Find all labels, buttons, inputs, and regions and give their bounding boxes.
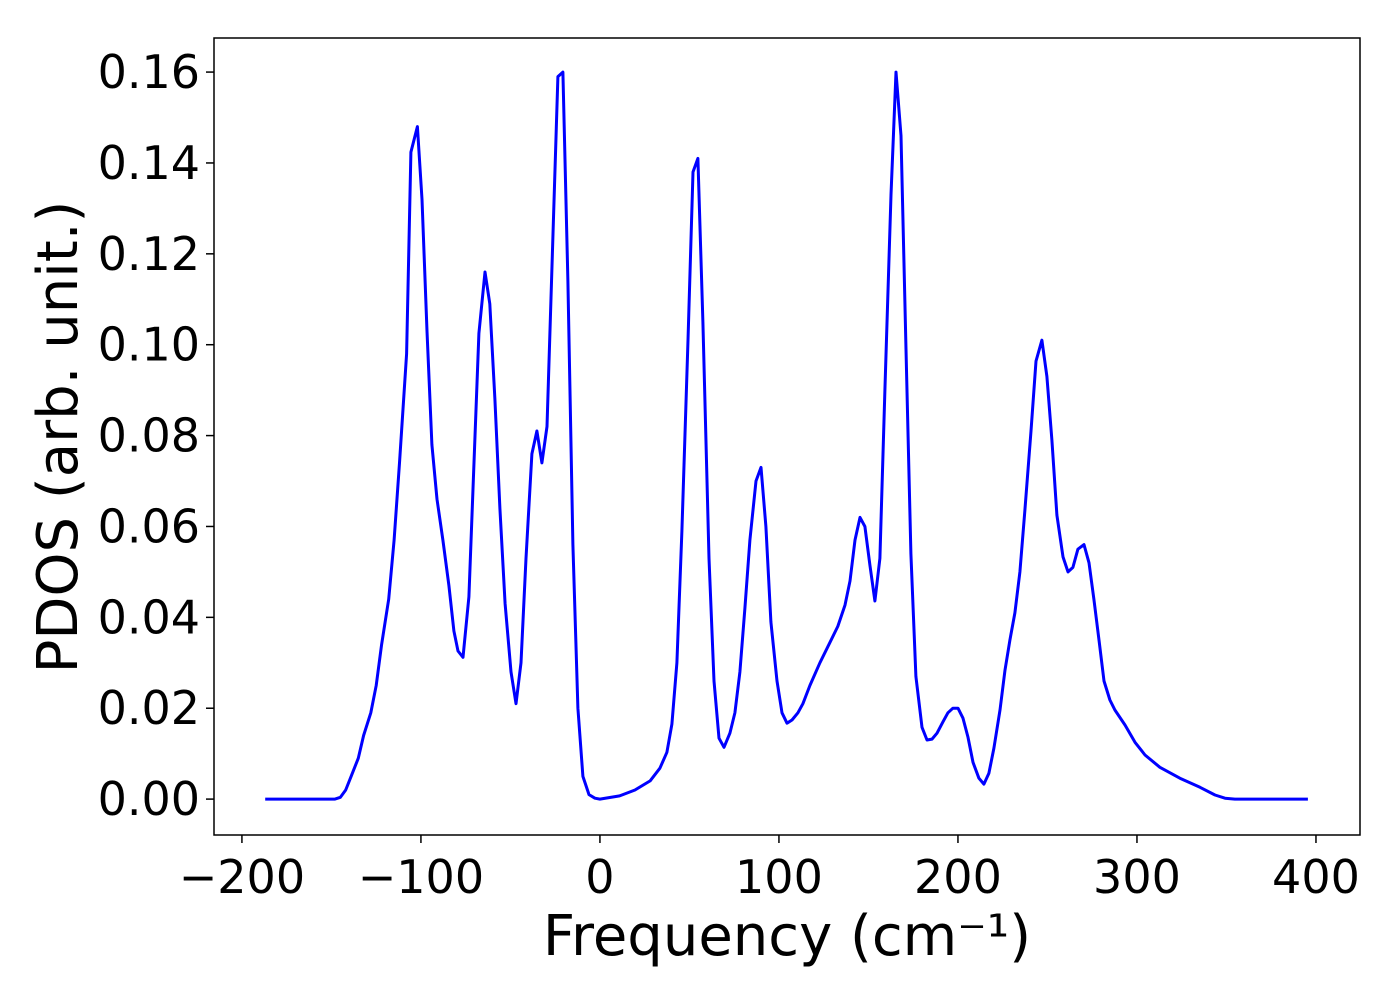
- x-tick-label: −100: [358, 850, 484, 904]
- y-tick-label: 0.12: [98, 227, 200, 281]
- y-tick-label: 0.00: [98, 772, 200, 826]
- plot-frame: [213, 37, 1361, 836]
- y-tick-label: 0.04: [98, 590, 200, 644]
- data-line: [265, 70, 1308, 801]
- x-tick-label: 100: [735, 850, 823, 904]
- x-axis-label: Frequency (cm⁻¹): [543, 904, 1031, 969]
- x-tick-label: −200: [179, 850, 305, 904]
- y-tick-label: 0.08: [98, 409, 200, 463]
- y-axis-label: PDOS (arb. unit.): [26, 201, 91, 674]
- y-tick-label: 0.02: [98, 681, 200, 735]
- y-tick-label: 0.14: [98, 136, 200, 190]
- x-tick-label: 300: [1093, 850, 1181, 904]
- y-tick-label: 0.10: [98, 318, 200, 372]
- x-tick-label: 0: [585, 850, 614, 904]
- x-tick-label: 400: [1272, 850, 1360, 904]
- x-tick-label: 200: [914, 850, 1002, 904]
- y-tick-label: 0.06: [98, 499, 200, 553]
- y-tick-label: 0.16: [98, 45, 200, 99]
